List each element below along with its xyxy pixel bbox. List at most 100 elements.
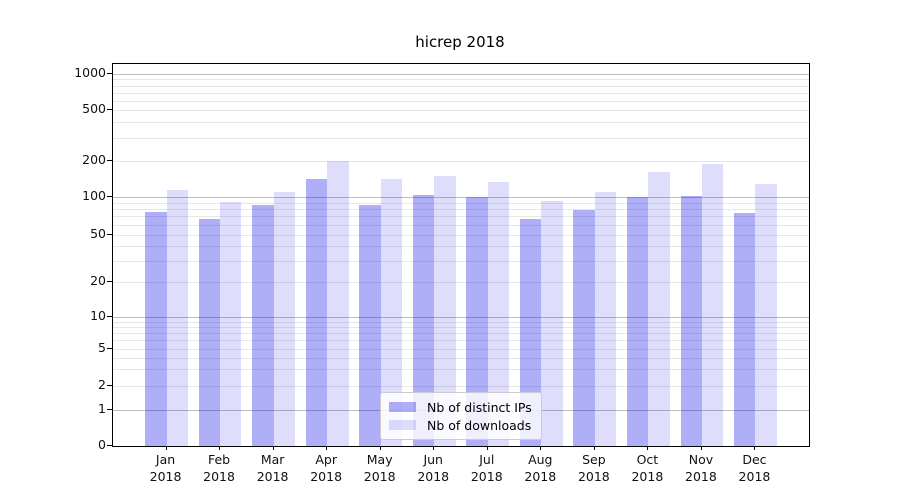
- x-tick-label: Jun 2018: [417, 452, 450, 484]
- x-tick-mark: [647, 446, 649, 450]
- y-tick-label: 500: [82, 101, 106, 116]
- x-tick-mark: [219, 446, 221, 450]
- bar-downloads-mar: [273, 192, 296, 446]
- x-tick-label: Dec 2018: [738, 452, 771, 484]
- gridline-minor: [113, 216, 809, 218]
- chart-title: hicrep 2018: [415, 33, 505, 51]
- x-tick-label: Nov 2018: [685, 452, 717, 484]
- x-tick-label: May 2018: [363, 452, 396, 484]
- gridline-minor: [113, 333, 809, 335]
- x-tick-label: Sep 2018: [577, 452, 610, 484]
- x-tick-mark: [165, 446, 167, 450]
- y-tick-mark: [107, 109, 112, 110]
- gridline-minor: [113, 161, 809, 162]
- bar-downloads-oct: [648, 171, 670, 446]
- x-tick-mark: [326, 446, 328, 450]
- y-tick-label: 1: [98, 400, 106, 416]
- legend-label-downloads: Nb of downloads: [427, 417, 532, 433]
- bar-ips-sep: [573, 209, 595, 446]
- x-tick-label: Jan 2018: [149, 452, 182, 484]
- y-tick-label: 20: [90, 273, 106, 288]
- bar-ips-apr: [305, 179, 328, 446]
- y-tick-label: 100: [82, 188, 106, 203]
- gridline-minor: [113, 110, 809, 111]
- gridline-minor: [113, 85, 809, 87]
- x-tick-mark: [433, 446, 435, 450]
- y-tick-label: 2: [98, 376, 106, 392]
- legend-swatch-distinct-ips: [389, 402, 416, 412]
- x-tick-mark: [486, 446, 488, 450]
- gridline-major: [113, 197, 809, 198]
- y-tick-label: 0: [98, 437, 106, 452]
- gridline-minor: [113, 234, 809, 236]
- bar-ips-aug: [519, 218, 542, 446]
- y-tick-mark: [107, 196, 112, 197]
- bar-ips-jul: [466, 197, 488, 446]
- bar-downloads-jul: [487, 182, 510, 446]
- x-tick-mark: [540, 446, 542, 450]
- gridline-minor: [113, 122, 809, 124]
- gridline-minor: [113, 202, 809, 204]
- gridline-major: [113, 74, 809, 75]
- gridline-minor: [113, 79, 809, 81]
- gridline-minor: [113, 138, 809, 140]
- y-tick-mark: [107, 233, 112, 235]
- legend-item-downloads: Nb of downloads: [389, 416, 532, 434]
- bar-downloads-aug: [541, 200, 563, 446]
- legend-item-distinct-ips: Nb of distinct IPs: [389, 398, 532, 416]
- gridline-minor: [113, 340, 809, 342]
- gridline-minor: [113, 385, 809, 387]
- y-tick-mark: [107, 445, 112, 446]
- y-tick-label: 10: [90, 308, 106, 323]
- x-tick-label: Mar 2018: [256, 452, 289, 484]
- gridline-minor: [113, 224, 809, 226]
- gridline-major: [113, 317, 809, 318]
- y-tick-label: 50: [90, 225, 106, 241]
- gridline-minor: [113, 327, 809, 329]
- gridline-minor: [113, 100, 809, 102]
- bar-downloads-jan: [166, 189, 188, 446]
- bar-ips-mar: [252, 204, 274, 446]
- bar-downloads-may: [380, 179, 403, 446]
- y-tick-mark: [107, 384, 112, 386]
- legend: Nb of distinct IPs Nb of downloads: [380, 392, 542, 440]
- gridline-minor: [113, 369, 809, 371]
- gridline-minor: [113, 357, 809, 359]
- y-tick-label: 5: [98, 339, 106, 355]
- gridline-minor: [113, 246, 809, 248]
- x-tick-mark: [754, 446, 756, 450]
- x-tick-label: Aug 2018: [524, 452, 557, 484]
- x-tick-label: Feb 2018: [203, 452, 235, 484]
- legend-label-distinct-ips: Nb of distinct IPs: [427, 399, 532, 415]
- bar-ips-oct: [626, 197, 649, 446]
- x-tick-label: Oct 2018: [631, 452, 664, 484]
- gridline-minor: [113, 209, 809, 211]
- bar-downloads-apr: [327, 161, 349, 446]
- bar-downloads-dec: [755, 184, 777, 446]
- y-tick-mark: [107, 160, 112, 161]
- bar-downloads-feb: [220, 201, 242, 446]
- bar-downloads-nov: [701, 163, 724, 446]
- bar-ips-dec: [734, 213, 756, 446]
- y-tick-mark: [107, 347, 112, 349]
- bar-ips-feb: [198, 219, 221, 446]
- gridline-minor: [113, 260, 809, 262]
- y-tick-label: 200: [82, 152, 106, 167]
- gridline-minor: [113, 321, 809, 323]
- x-tick-mark: [379, 446, 381, 450]
- bar-ips-nov: [680, 195, 702, 446]
- bar-ips-may: [359, 204, 381, 446]
- gridline-minor: [113, 92, 809, 94]
- y-tick-mark: [107, 316, 112, 317]
- bar-downloads-jun: [434, 176, 456, 446]
- y-tick-mark: [107, 281, 112, 282]
- x-tick-mark: [593, 446, 595, 450]
- bar-ips-jan: [145, 211, 167, 446]
- gridline-minor: [113, 348, 809, 350]
- y-tick-label: 1000: [74, 65, 106, 80]
- x-tick-label: Jul 2018: [470, 452, 503, 484]
- bar-downloads-sep: [594, 191, 617, 446]
- legend-swatch-downloads: [389, 420, 416, 430]
- y-tick-mark: [107, 408, 112, 410]
